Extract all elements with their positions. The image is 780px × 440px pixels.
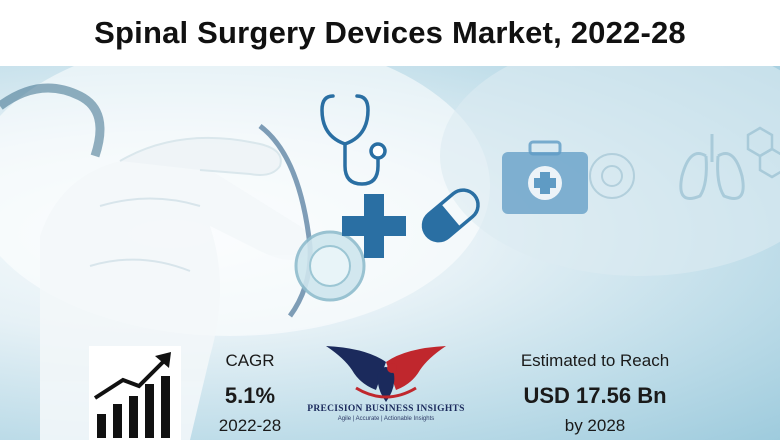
lungs-icon bbox=[679, 134, 745, 200]
estimate-value: USD 17.56 Bn bbox=[523, 383, 667, 408]
logo-company-name: PRECISION BUSINESS INSIGHTS bbox=[307, 404, 465, 414]
estimate-year: by 2028 bbox=[564, 416, 626, 435]
logo-tagline: Agile | Accurate | Actionable Insights bbox=[337, 416, 435, 422]
cagr-value: 5.1% bbox=[224, 383, 276, 408]
first-aid-kit-icon bbox=[502, 140, 588, 214]
hero-banner: CAGR 5.1% 2022-28 PRECISION BUSINESS INS… bbox=[0, 66, 780, 440]
page-title: Spinal Surgery Devices Market, 2022-28 bbox=[94, 15, 686, 50]
title-bar: Spinal Surgery Devices Market, 2022-28 bbox=[0, 0, 780, 66]
medical-cross-icon bbox=[342, 194, 406, 258]
stethoscope-icon bbox=[320, 94, 387, 186]
gear-icon bbox=[589, 153, 635, 199]
eagle-logo-icon bbox=[326, 346, 446, 402]
cagr-label: CAGR bbox=[225, 351, 275, 370]
cagr-period: 2022-28 bbox=[218, 416, 282, 435]
growth-chart-icon bbox=[89, 346, 181, 440]
capsule-icon bbox=[421, 188, 480, 243]
estimate-label: Estimated to Reach bbox=[520, 351, 670, 370]
hexagon-molecule-icon bbox=[746, 126, 780, 179]
